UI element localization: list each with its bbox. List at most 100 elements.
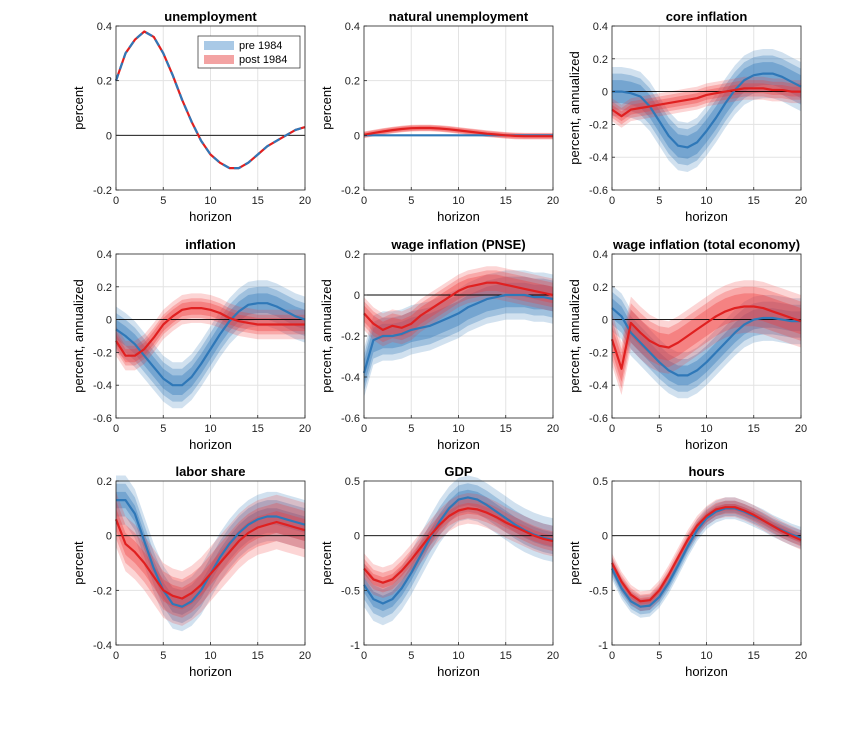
x-tick-label: 20 [299, 650, 311, 662]
x-tick-label: 20 [547, 423, 559, 435]
y-tick-label: -0.2 [93, 585, 112, 597]
confidence-band [364, 276, 553, 392]
y-tick-label: 0 [354, 531, 360, 543]
series-line-blue [115, 302, 306, 387]
subplot-title: GDP [444, 464, 473, 479]
y-tick-label: 0.4 [345, 21, 360, 33]
y-tick-label: 0.2 [345, 76, 360, 88]
confidence-band [612, 62, 801, 159]
x-tick-label: 5 [408, 195, 414, 207]
x-tick-label: 10 [204, 650, 216, 662]
subplot-7: 0 5 10 15 20 -0.4 -0.2 0 0.2 labor share horizon pe… [71, 464, 311, 679]
confidence-band [612, 500, 801, 615]
x-axis-label: horizon [189, 664, 232, 679]
y-axis-label: percent [71, 541, 86, 585]
series-line-blue [362, 293, 554, 374]
y-tick-label: 0.2 [97, 282, 112, 294]
y-tick-label: 0 [602, 87, 608, 99]
y-tick-label: 0.4 [593, 21, 608, 33]
confidence-band [612, 497, 801, 618]
y-tick-label: -0.4 [93, 640, 112, 652]
x-tick-label: 20 [547, 650, 559, 662]
x-tick-label: 0 [361, 423, 367, 435]
confidence-band [116, 286, 305, 402]
x-tick-label: 10 [452, 650, 464, 662]
x-tick-label: 10 [204, 195, 216, 207]
confidence-band [116, 475, 305, 632]
x-tick-label: 15 [252, 195, 264, 207]
x-tick-label: 5 [408, 423, 414, 435]
y-tick-label: 0 [106, 315, 112, 327]
x-tick-label: 0 [113, 650, 119, 662]
x-tick-label: 15 [252, 650, 264, 662]
x-axis-label: horizon [189, 209, 232, 224]
y-tick-label: -0.2 [93, 185, 112, 197]
x-tick-label: 10 [700, 195, 712, 207]
y-tick-label: -0.4 [589, 380, 608, 392]
x-tick-label: 0 [113, 423, 119, 435]
x-tick-label: 15 [500, 650, 512, 662]
confidence-band [364, 489, 553, 612]
y-tick-label: 0.5 [593, 476, 608, 488]
x-tick-label: 0 [361, 195, 367, 207]
subplot-9: 0 5 10 15 20 -1 -0.5 0 0.5 hours horizon percent [567, 464, 807, 679]
x-tick-label: 15 [500, 423, 512, 435]
y-tick-label: -0.4 [589, 152, 608, 164]
y-tick-label: 0.4 [593, 249, 608, 261]
legend-entry: post 1984 [239, 54, 287, 66]
confidence-band [612, 49, 801, 172]
y-tick-label: -0.2 [341, 331, 360, 343]
x-axis-label: horizon [437, 664, 480, 679]
confidence-band [364, 274, 553, 339]
x-axis-label: horizon [437, 437, 480, 452]
y-tick-label: 0.5 [345, 476, 360, 488]
series-line-red [115, 307, 305, 357]
x-axis-label: horizon [685, 209, 728, 224]
legend: pre 1984 post 1984 [197, 35, 301, 69]
confidence-band [116, 293, 305, 395]
y-tick-label: 0.2 [97, 476, 112, 488]
confidence-band [612, 293, 801, 382]
confidence-band [364, 270, 553, 398]
y-axis-label: percent [71, 86, 86, 130]
subplot-title: labor share [175, 464, 245, 479]
y-tick-label: 0.2 [593, 54, 608, 66]
legend-swatch [204, 41, 234, 50]
x-tick-label: 20 [299, 423, 311, 435]
y-tick-label: 0 [354, 130, 360, 142]
series-line-red [610, 305, 802, 370]
y-tick-label: -0.6 [93, 413, 112, 425]
x-tick-label: 20 [547, 195, 559, 207]
subplot-6: 0 5 10 15 20 -0.6 -0.4 -0.2 0 0.2 0.4 wage inflatio… [567, 237, 807, 452]
y-tick-label: -1 [350, 640, 360, 652]
x-tick-label: 10 [700, 650, 712, 662]
y-tick-label: 0 [602, 531, 608, 543]
confidence-band [612, 76, 801, 128]
x-tick-label: 0 [113, 195, 119, 207]
x-tick-label: 5 [408, 650, 414, 662]
confidence-band [612, 497, 801, 612]
x-tick-label: 0 [609, 650, 615, 662]
confidence-band [612, 500, 801, 608]
subplot-title: inflation [185, 237, 236, 252]
x-tick-label: 5 [160, 423, 166, 435]
x-axis-label: horizon [437, 209, 480, 224]
subplot-5: 0 5 10 15 20 -0.6 -0.4 -0.2 0 0.2 wage inflation (… [319, 237, 559, 452]
confidence-band [364, 502, 553, 589]
subplot-8: 0 5 10 15 20 -1 -0.5 0 0.5 GDP horizon percent [319, 464, 559, 679]
y-axis-label: percent, annualized [567, 51, 582, 164]
y-tick-label: 0 [602, 315, 608, 327]
y-tick-label: 0.2 [593, 282, 608, 294]
x-axis-label: horizon [685, 664, 728, 679]
confidence-band [364, 475, 553, 626]
series-line-red [611, 506, 802, 603]
y-axis-label: percent, annualized [319, 279, 334, 392]
x-tick-label: 15 [500, 195, 512, 207]
x-axis-label: horizon [189, 437, 232, 452]
y-tick-label: -0.6 [341, 413, 360, 425]
x-tick-label: 5 [160, 195, 166, 207]
series-line-pre-1984 [114, 30, 306, 170]
x-tick-label: 5 [656, 423, 662, 435]
x-tick-label: 20 [795, 195, 807, 207]
